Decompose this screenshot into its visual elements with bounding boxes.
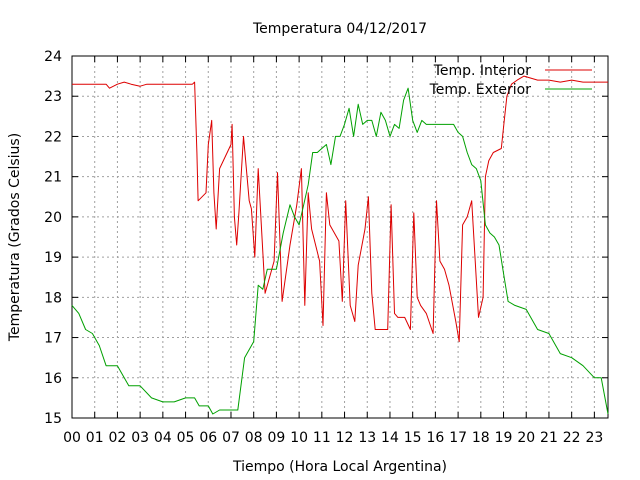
y-tick-label: 22 [44, 129, 62, 145]
y-tick-label: 20 [44, 210, 62, 226]
series-lines [71, 75, 609, 415]
plot-frame [71, 55, 609, 419]
x-tick-label: 20 [517, 430, 535, 446]
x-tick-label: 00 [63, 430, 81, 446]
x-tick-label: 03 [131, 430, 149, 446]
y-axis-tick-labels: 15 16 17 18 19 20 21 22 23 24 [44, 49, 62, 427]
y-tick-label: 17 [44, 331, 62, 347]
y-tick-label: 19 [44, 250, 62, 266]
x-axis-tick-labels: 00 01 02 03 04 05 06 07 08 09 10 11 12 13 14 15 16 17 18 19… [63, 430, 603, 446]
y-tick-label: 16 [44, 371, 62, 387]
x-tick-label: 13 [358, 430, 376, 446]
axis-ticks [71, 55, 608, 419]
x-tick-label: 23 [585, 430, 603, 446]
x-tick-label: 15 [404, 430, 422, 446]
legend-label-interior: Temp. Interior [433, 63, 532, 79]
y-tick-label: 21 [44, 170, 62, 186]
y-axis-label: Temperatura (Grados Celsius) [7, 133, 23, 342]
x-tick-label: 01 [86, 430, 104, 446]
x-tick-label: 09 [267, 430, 285, 446]
y-tick-label: 15 [44, 411, 62, 427]
x-tick-label: 06 [199, 430, 217, 446]
x-tick-label: 21 [540, 430, 558, 446]
x-tick-label: 07 [222, 430, 240, 446]
x-tick-label: 17 [449, 430, 467, 446]
legend-label-exterior: Temp. Exterior [429, 82, 532, 98]
x-tick-label: 14 [381, 430, 399, 446]
x-tick-label: 10 [290, 430, 308, 446]
x-tick-label: 18 [472, 430, 490, 446]
x-tick-label: 08 [245, 430, 263, 446]
x-tick-label: 12 [336, 430, 354, 446]
x-tick-label: 02 [109, 430, 127, 446]
x-tick-label: 05 [177, 430, 195, 446]
x-tick-label: 11 [313, 430, 331, 446]
x-tick-label: 04 [154, 430, 172, 446]
x-tick-label: 22 [563, 430, 581, 446]
y-tick-label: 23 [44, 89, 62, 105]
chart-title: Temperatura 04/12/2017 [252, 21, 427, 37]
series-line-exterior [71, 87, 609, 415]
x-axis-label: Tiempo (Hora Local Argentina) [232, 459, 447, 475]
grid [72, 56, 608, 418]
y-tick-label: 18 [44, 290, 62, 306]
x-tick-label: 19 [495, 430, 513, 446]
y-tick-label: 24 [44, 49, 62, 65]
legend: Temp. Interior Temp. Exterior [429, 63, 592, 98]
x-tick-label: 16 [426, 430, 444, 446]
series-line-interior [72, 75, 608, 343]
